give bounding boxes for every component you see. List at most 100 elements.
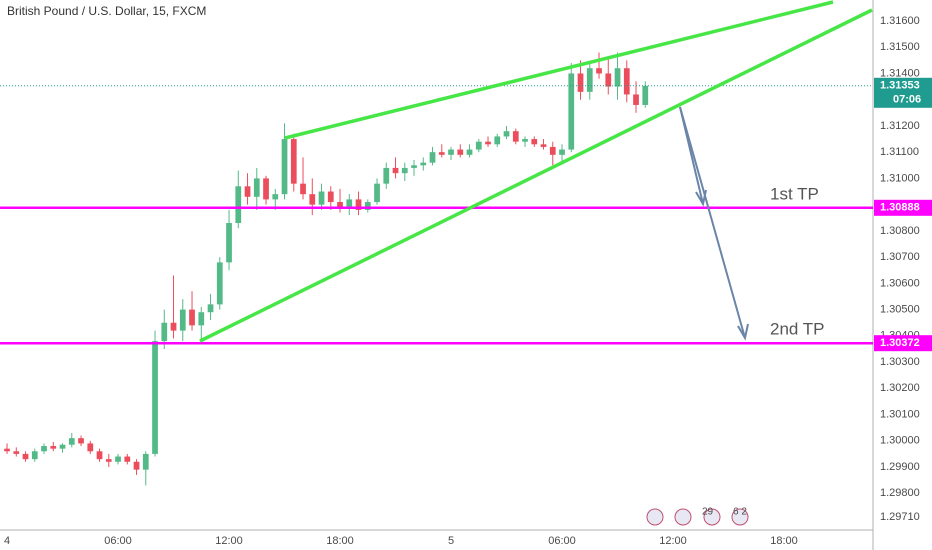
event-icon[interactable] — [731, 508, 749, 526]
y-tick-label: 1.31400 — [880, 67, 920, 79]
candle-body — [623, 68, 630, 95]
x-tick-label: 12:00 — [215, 535, 243, 547]
candle-body — [522, 139, 528, 142]
x-tick-label: 4 — [4, 535, 10, 547]
event-icon[interactable] — [674, 508, 692, 526]
y-tick-label: 1.31000 — [880, 172, 920, 184]
y-tick-label: 1.30100 — [880, 408, 920, 420]
candle-body — [13, 451, 20, 454]
candle-body — [429, 152, 436, 163]
y-tick-label: 1.30700 — [880, 251, 920, 263]
candle-body — [586, 68, 593, 92]
last-price-box — [874, 77, 932, 108]
target-price-label: 1.30372 — [880, 337, 920, 349]
countdown-label: 07:06 — [893, 94, 921, 106]
candle-body — [244, 186, 251, 197]
candle-body — [512, 131, 519, 142]
target-text: 2nd TP — [770, 320, 825, 339]
target-price-box — [874, 199, 932, 216]
y-tick-label: 1.31600 — [880, 15, 920, 27]
arrow-head — [737, 323, 749, 341]
candle-body — [503, 131, 510, 137]
candle-body — [346, 199, 353, 208]
y-tick-label: 1.31100 — [880, 146, 919, 158]
candle-body — [216, 262, 223, 305]
y-tick-label: 1.30300 — [880, 356, 920, 368]
candle-body — [457, 149, 464, 155]
candle-body — [142, 453, 149, 470]
event-label: 6 2 — [733, 507, 747, 518]
chart-title: British Pound / U.S. Dollar, 15, FXCM — [7, 4, 206, 18]
candle-body — [383, 167, 390, 184]
candle-body — [401, 167, 408, 174]
candle-body — [392, 167, 399, 174]
candle-body — [170, 322, 177, 331]
candle-body — [577, 73, 584, 92]
y-tick-label: 1.31200 — [880, 120, 920, 132]
y-tick-label: 1.31500 — [880, 41, 920, 53]
candle-body — [540, 144, 547, 147]
candle-body — [161, 322, 168, 342]
candle-body — [207, 304, 214, 313]
candle-body — [179, 309, 186, 331]
candle-body — [355, 199, 362, 210]
candle-body — [485, 141, 491, 145]
x-tick-label: 18:00 — [770, 535, 798, 547]
target-price-box — [874, 335, 932, 352]
event-icon[interactable] — [646, 508, 664, 526]
candle-body — [364, 202, 371, 210]
candle-body — [290, 139, 297, 184]
candle-body — [189, 309, 195, 326]
candle-body — [568, 73, 575, 150]
candle-body — [115, 456, 121, 462]
candle-body — [300, 183, 306, 195]
y-tick-label: 1.29710 — [880, 511, 920, 523]
candle-body — [31, 451, 38, 460]
drawings — [199, 0, 873, 343]
candle-body — [559, 149, 565, 155]
candle-body — [68, 438, 75, 445]
candle-body — [411, 165, 417, 168]
event-markers[interactable]: 29 6 2 — [646, 507, 749, 526]
candle-body — [420, 162, 427, 166]
target-text: 1st TP — [770, 184, 819, 203]
candle-body — [337, 202, 343, 208]
x-tick-label: 12:00 — [659, 535, 687, 547]
x-tick-label: 06:00 — [548, 535, 576, 547]
candle-body — [494, 136, 501, 145]
last-price-label: 1.31353 — [880, 80, 920, 92]
candle-body — [549, 146, 556, 155]
candle-body — [596, 68, 602, 74]
y-tick-label: 1.29800 — [880, 487, 920, 499]
candle-body — [605, 73, 612, 87]
candle-body — [133, 461, 140, 470]
candle-body — [226, 223, 232, 263]
event-icon[interactable] — [703, 508, 721, 526]
candle-body — [466, 149, 473, 155]
candle-body — [531, 139, 538, 145]
candle-body — [253, 178, 260, 197]
x-tick-label: 5 — [448, 535, 454, 547]
candle-body — [318, 191, 325, 205]
candle-body — [124, 456, 131, 462]
candle-body — [633, 94, 639, 105]
candle-body — [475, 141, 482, 150]
y-tick-label: 1.30500 — [880, 304, 920, 316]
candle-body — [281, 139, 288, 195]
candle-body — [4, 448, 10, 452]
y-tick-label: 1.30200 — [880, 382, 920, 394]
x-tick-label: 18:00 — [326, 535, 354, 547]
candle-body — [263, 178, 269, 200]
candle-body — [327, 191, 334, 203]
target-price-label: 1.30888 — [880, 202, 920, 214]
candle-body — [105, 459, 112, 462]
candle-body — [309, 194, 316, 205]
candle-body — [78, 438, 84, 444]
trendline-lower — [199, 8, 873, 343]
candle-body — [22, 453, 29, 460]
candle-body — [96, 451, 103, 460]
trendline-upper — [284, 0, 834, 140]
candle-body — [614, 68, 621, 87]
